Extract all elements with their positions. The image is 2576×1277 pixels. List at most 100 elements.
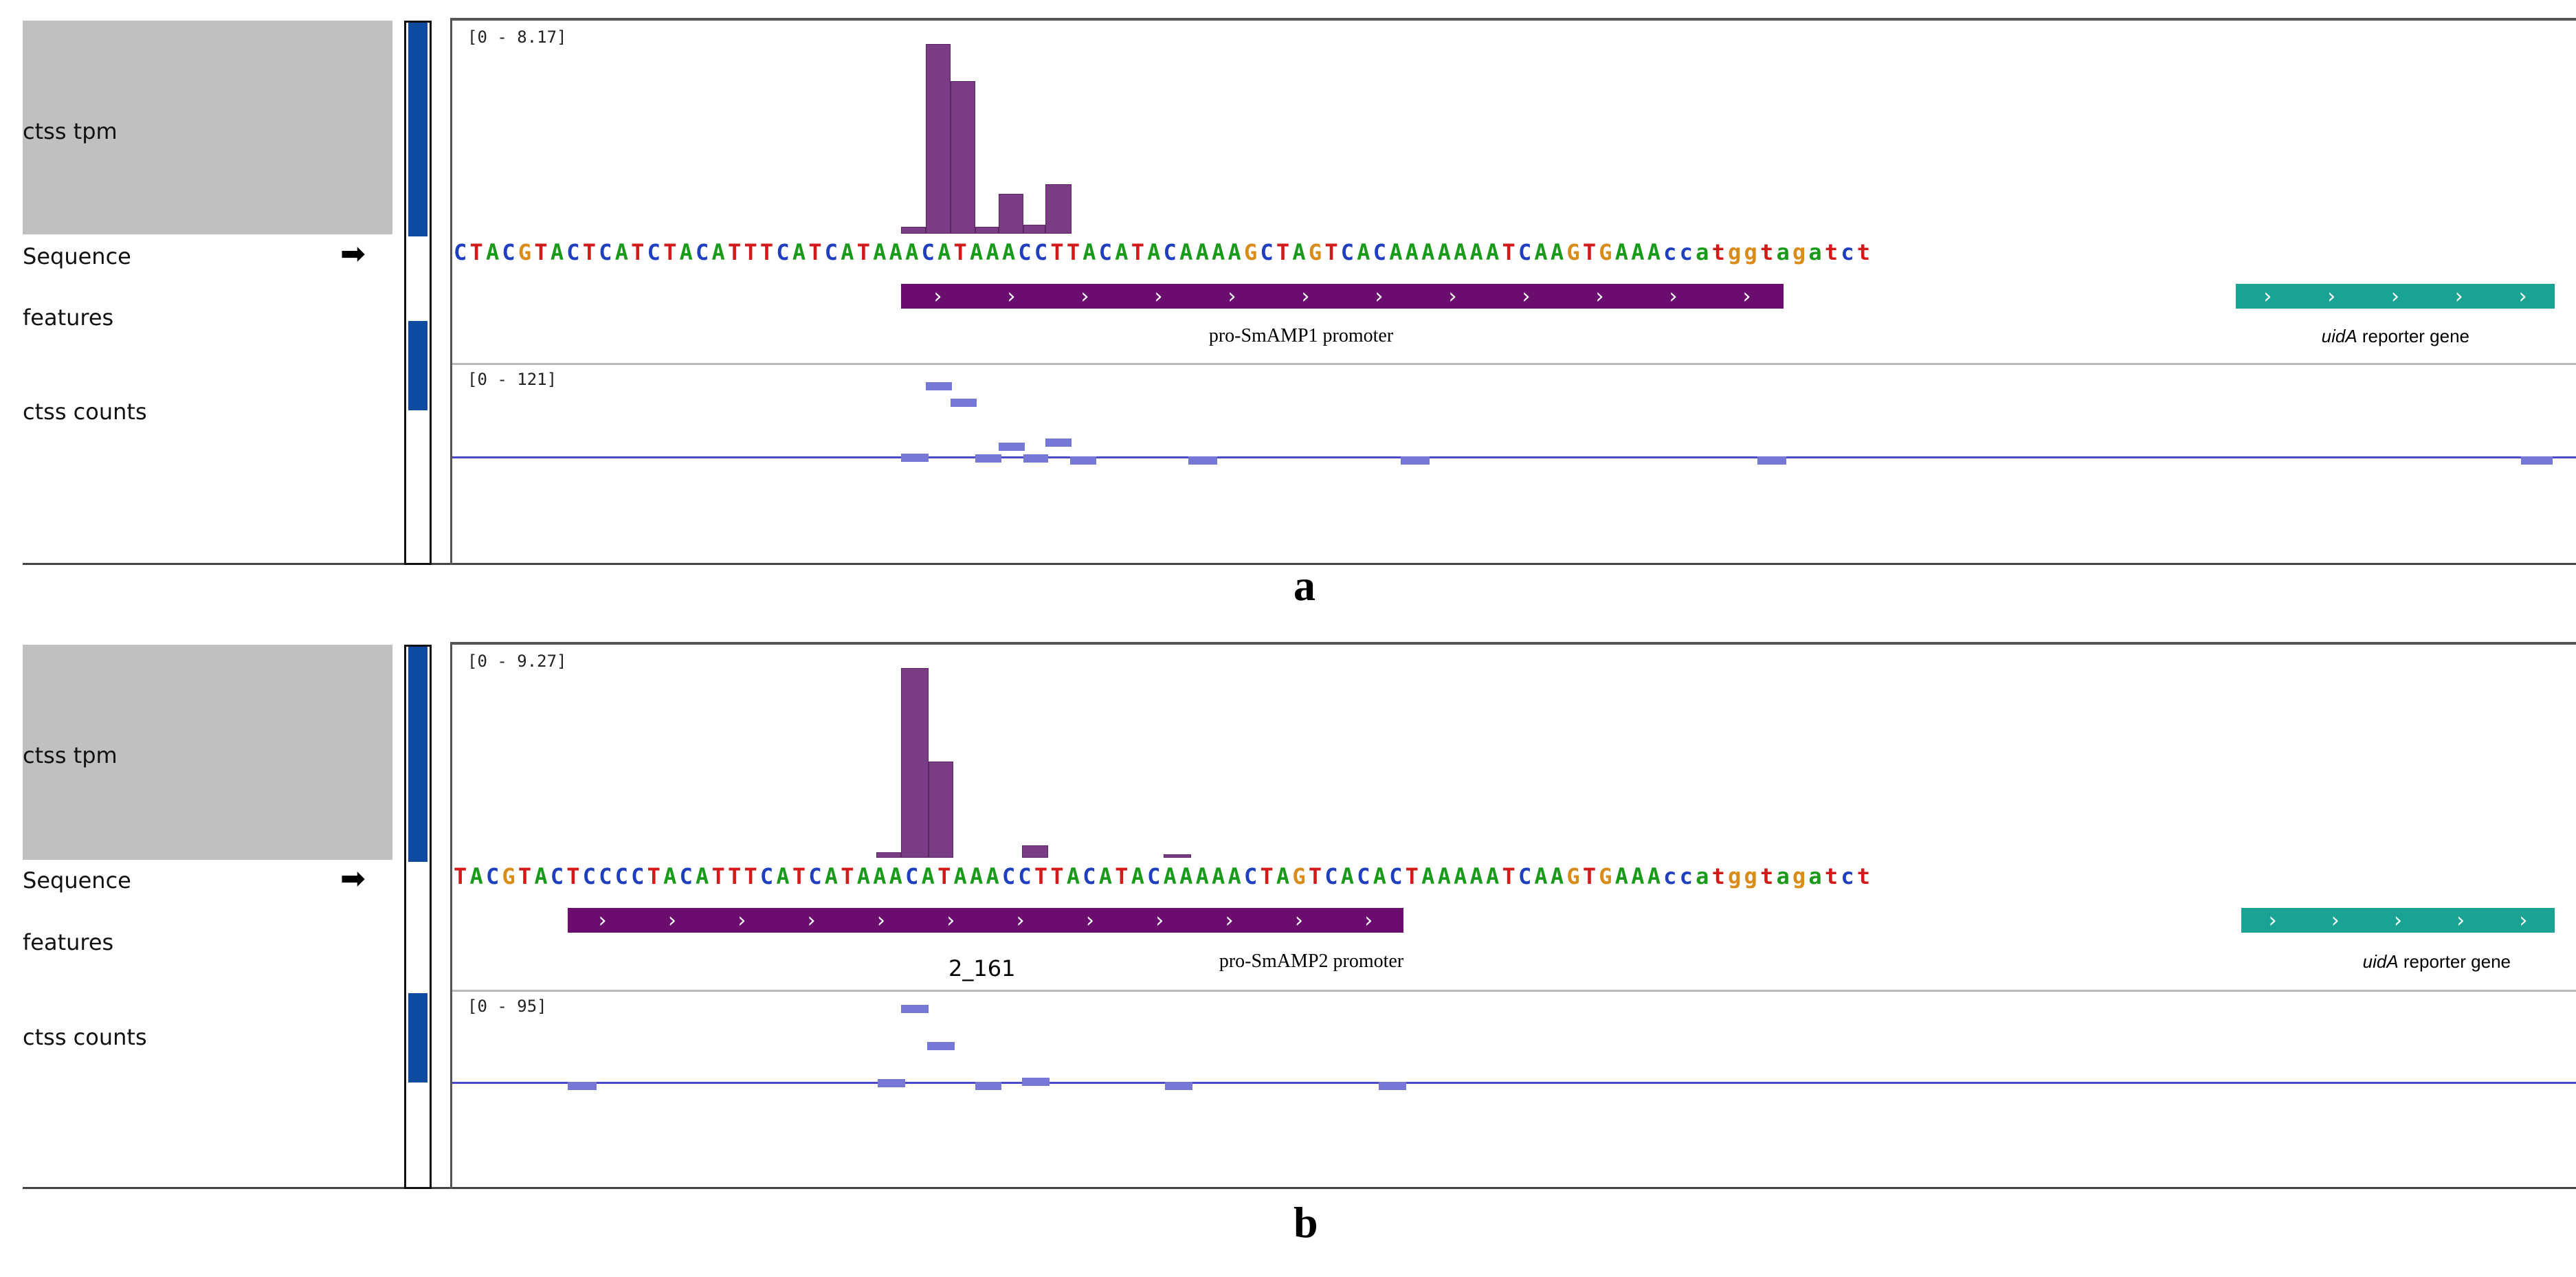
promoter-strand-arrows: › › › › › › › › › › › › <box>598 908 1373 933</box>
base-T: t <box>1856 863 1874 889</box>
count-mark[interactable] <box>1022 1078 1050 1086</box>
count-mark[interactable] <box>1188 456 1217 465</box>
base-A: A <box>937 239 954 265</box>
track-selection-strip[interactable] <box>404 21 432 565</box>
base-A: A <box>696 863 712 889</box>
base-C: C <box>631 863 647 889</box>
tpm-bar[interactable] <box>901 227 926 234</box>
count-mark[interactable] <box>975 454 1001 463</box>
base-T: T <box>727 239 744 265</box>
tpm-bar[interactable] <box>926 44 951 234</box>
count-mark[interactable] <box>901 454 929 462</box>
count-mark[interactable] <box>927 1042 955 1050</box>
base-A: A <box>1098 863 1115 889</box>
base-C: C <box>1518 239 1535 265</box>
count-mark[interactable] <box>1757 456 1786 465</box>
base-G: g <box>1792 863 1809 889</box>
panel-bottom-border <box>23 1187 2576 1189</box>
base-T: t <box>1759 239 1777 265</box>
tpm-bar[interactable] <box>1164 854 1191 858</box>
base-C: C <box>1034 239 1051 265</box>
counts-range-label: [0 - 95] <box>467 997 547 1016</box>
promoter-feature[interactable]: › › › › › › › › › › › › <box>901 284 1784 309</box>
base-T: T <box>1050 239 1067 265</box>
base-C: C <box>921 239 938 265</box>
base-C: C <box>1098 239 1115 265</box>
count-mark[interactable] <box>975 1082 1001 1090</box>
tpm-bar[interactable] <box>975 227 999 234</box>
base-A: A <box>1001 239 1019 265</box>
tpm-bar[interactable] <box>901 668 929 858</box>
base-T: T <box>1050 863 1067 889</box>
feature-id-label: 2_161 <box>948 955 1016 981</box>
count-mark[interactable] <box>1401 456 1430 465</box>
base-C: C <box>759 863 777 889</box>
sequence-row: TACGTACTCCCCTACATTTCATCATAAACATAAACCTTAC… <box>454 863 1873 889</box>
data-area[interactable] <box>450 642 2576 1189</box>
base-A: A <box>970 863 986 889</box>
count-mark[interactable] <box>999 443 1025 451</box>
base-G: g <box>1792 239 1809 265</box>
base-T: T <box>663 239 680 265</box>
base-C: C <box>614 863 632 889</box>
promoter-feature-label: pro-SmAMP2 promoter <box>1148 943 1475 980</box>
sequence-lower: ccatggtagatct <box>1663 863 1873 889</box>
strand-arrow-icon[interactable]: ➡ <box>340 861 366 896</box>
base-A: A <box>970 239 986 265</box>
count-mark[interactable] <box>878 1079 905 1087</box>
count-mark[interactable] <box>1165 1082 1192 1090</box>
count-mark[interactable] <box>568 1082 597 1090</box>
base-A: A <box>679 239 696 265</box>
tpm-bar[interactable] <box>876 852 901 858</box>
tpm-track-name-block[interactable] <box>23 645 392 860</box>
track-selection-strip[interactable] <box>404 645 432 1189</box>
tpm-bar[interactable] <box>1023 225 1045 234</box>
reporter-feature[interactable]: › › › › › <box>2241 908 2555 933</box>
base-T: T <box>1115 863 1131 889</box>
count-mark[interactable] <box>951 399 977 407</box>
count-mark[interactable] <box>1023 454 1048 463</box>
features-track-label: features <box>23 929 114 955</box>
count-mark[interactable] <box>901 1005 929 1013</box>
base-T: T <box>1034 863 1051 889</box>
base-C: C <box>1260 239 1276 265</box>
base-T: T <box>1260 863 1276 889</box>
reporter-feature[interactable]: › › › › › <box>2236 284 2555 309</box>
promoter-feature[interactable]: › › › › › › › › › › › › <box>568 908 1403 933</box>
panel-letter-a: a <box>1293 561 1315 610</box>
base-C: C <box>1147 863 1164 889</box>
base-A: A <box>550 239 567 265</box>
tpm-track-name-block[interactable] <box>23 21 392 234</box>
tpm-bar[interactable] <box>1045 184 1072 234</box>
base-C: C <box>824 239 841 265</box>
base-A: A <box>1228 863 1244 889</box>
count-mark[interactable] <box>926 382 952 390</box>
tpm-bar[interactable] <box>999 194 1023 234</box>
count-mark[interactable] <box>1045 438 1072 447</box>
base-T: T <box>711 863 728 889</box>
base-A: A <box>1469 239 1486 265</box>
tpm-bar[interactable] <box>1022 845 1048 858</box>
sequence-track-label: Sequence <box>23 867 131 893</box>
base-T: T <box>1066 239 1083 265</box>
base-C: C <box>696 239 712 265</box>
base-G: g <box>1744 863 1760 889</box>
base-A: A <box>986 863 1002 889</box>
base-G: G <box>1243 239 1261 265</box>
tpm-bar[interactable] <box>929 762 953 858</box>
base-A: A <box>953 863 970 889</box>
base-C: C <box>550 863 567 889</box>
count-mark[interactable] <box>2521 456 2553 465</box>
base-A: A <box>873 863 889 889</box>
tpm-bar[interactable] <box>951 81 975 234</box>
base-T: T <box>454 863 470 889</box>
base-A: A <box>534 863 551 889</box>
base-A: A <box>1534 863 1551 889</box>
base-A: A <box>841 239 857 265</box>
count-mark[interactable] <box>1379 1082 1406 1090</box>
strand-arrow-icon[interactable]: ➡ <box>340 236 366 271</box>
data-area[interactable] <box>450 18 2576 565</box>
base-G: g <box>1744 239 1760 265</box>
base-C: C <box>566 239 583 265</box>
count-mark[interactable] <box>1070 456 1096 465</box>
